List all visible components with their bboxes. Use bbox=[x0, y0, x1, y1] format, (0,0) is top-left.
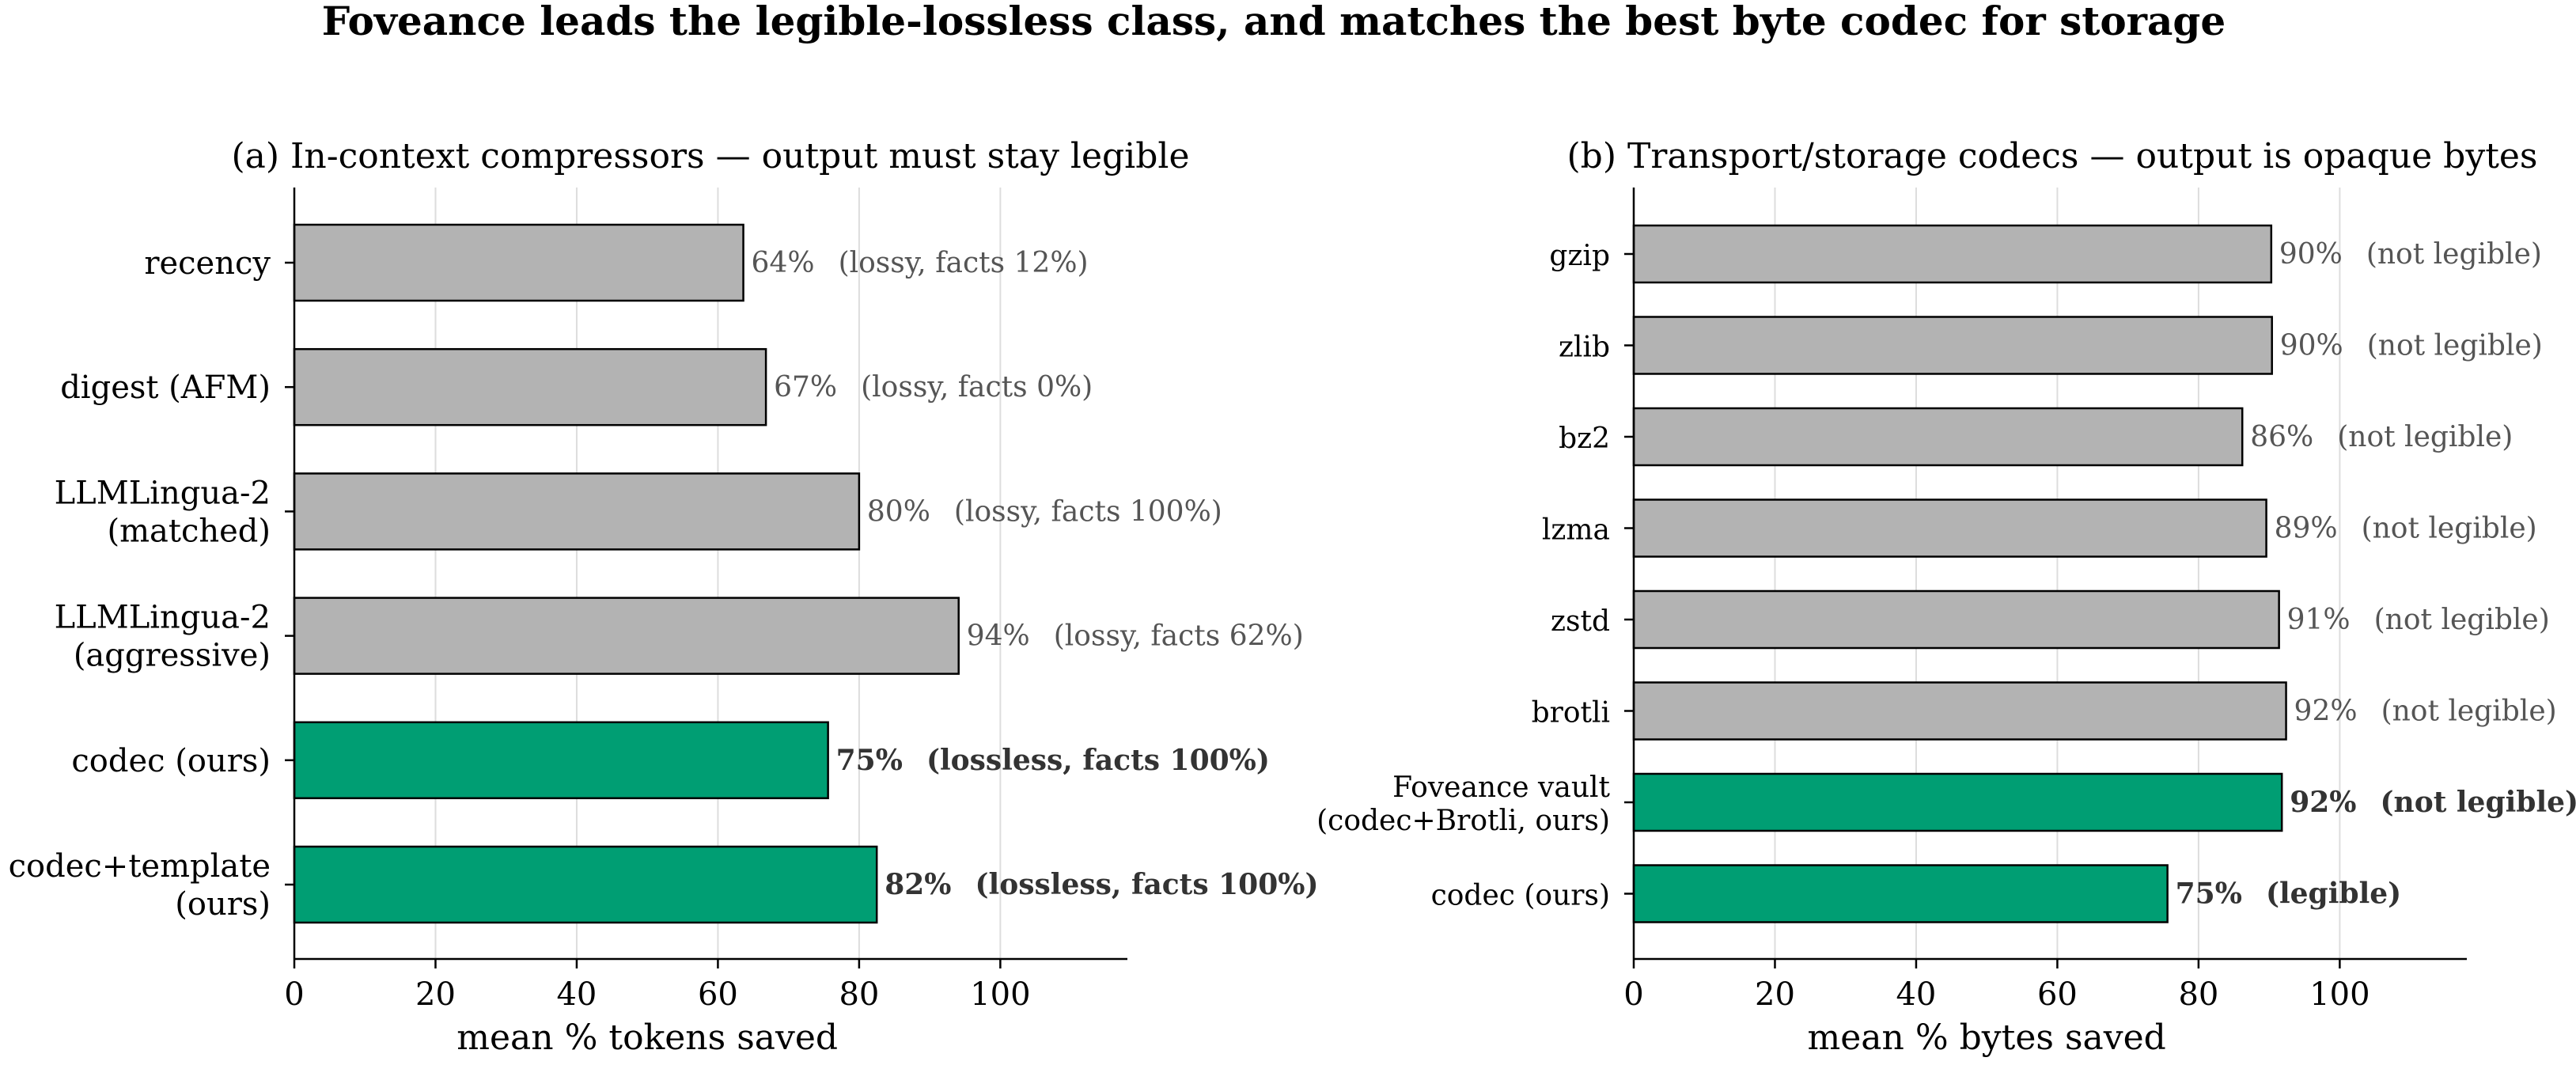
data-label-value: 92% bbox=[2290, 786, 2356, 819]
data-label-value: 67% bbox=[774, 371, 837, 404]
data-label-note: (lossy, facts 12%) bbox=[839, 247, 1089, 279]
data-label-note: (lossy, facts 100%) bbox=[954, 495, 1222, 528]
category-label: brotli bbox=[1532, 697, 1610, 730]
bar bbox=[293, 472, 861, 551]
data-label-value: 75% bbox=[2176, 877, 2242, 911]
x-tick-label: 60 bbox=[698, 976, 738, 1013]
category-label: recency bbox=[144, 245, 271, 282]
x-tick-label: 0 bbox=[284, 976, 304, 1013]
data-label-note: (not legible) bbox=[2367, 330, 2543, 362]
data-label-value: 89% bbox=[2275, 513, 2338, 545]
data-label: 82% (lossless, facts 100%) bbox=[885, 868, 1318, 901]
data-label-value: 82% bbox=[885, 868, 951, 901]
data-label-note: (not legible) bbox=[2337, 421, 2513, 453]
data-label-note: (not legible) bbox=[2366, 238, 2542, 271]
data-label-value: 90% bbox=[2280, 330, 2343, 362]
x-tick-label: 0 bbox=[1623, 976, 1643, 1013]
data-label-note: (not legible) bbox=[2381, 695, 2557, 728]
category-label: LLMLingua-2 bbox=[55, 600, 271, 636]
data-label-value: 64% bbox=[752, 247, 815, 279]
data-label: 80% (lossy, facts 100%) bbox=[867, 495, 1222, 528]
x-tick-label: 80 bbox=[2178, 976, 2218, 1013]
category-label: codec (ours) bbox=[71, 743, 271, 779]
bar bbox=[293, 845, 878, 924]
data-label: 91% (not legible) bbox=[2287, 604, 2550, 636]
bar bbox=[1632, 681, 2287, 741]
category-label: bz2 bbox=[1559, 423, 1610, 455]
x-tick-label: 80 bbox=[839, 976, 879, 1013]
data-label: 90% (not legible) bbox=[2280, 330, 2543, 362]
x-axis-label: mean % bytes saved bbox=[1808, 1018, 2166, 1058]
bar bbox=[293, 597, 960, 675]
bar bbox=[1632, 224, 2273, 284]
bar bbox=[293, 347, 767, 426]
figure-title: Foveance leads the legible-lossless clas… bbox=[322, 0, 2226, 44]
data-label: 89% (not legible) bbox=[2275, 513, 2537, 545]
bar bbox=[1632, 772, 2283, 832]
data-label: 90% (not legible) bbox=[2279, 238, 2542, 271]
data-label-note: (legible) bbox=[2266, 877, 2401, 911]
panel-title: (b) Transport/storage codecs — output is… bbox=[1566, 136, 2537, 176]
data-label-value: 92% bbox=[2294, 695, 2358, 728]
data-label-note: (lossless, facts 100%) bbox=[975, 868, 1319, 901]
bar bbox=[1632, 498, 2267, 558]
data-label-note: (not legible) bbox=[2381, 786, 2576, 819]
data-label: 75% (lossless, facts 100%) bbox=[836, 744, 1270, 777]
data-label: 67% (lossy, facts 0%) bbox=[774, 371, 1093, 404]
data-label-value: 75% bbox=[836, 744, 903, 777]
data-label-note: (lossy, facts 0%) bbox=[861, 371, 1093, 404]
category-label: (aggressive) bbox=[74, 638, 271, 674]
x-axis-label: mean % tokens saved bbox=[456, 1018, 838, 1058]
x-tick-label: 60 bbox=[2037, 976, 2078, 1013]
data-label-note: (not legible) bbox=[2362, 513, 2537, 545]
x-tick-label: 40 bbox=[1896, 976, 1936, 1013]
data-label: 75% (legible) bbox=[2176, 877, 2402, 911]
data-label: 94% (lossy, facts 62%) bbox=[967, 620, 1304, 653]
data-label: 92% (not legible) bbox=[2290, 786, 2576, 819]
bar bbox=[1632, 316, 2273, 375]
category-label: lzma bbox=[1542, 514, 1610, 547]
panel-title: (a) In-context compressors — output must… bbox=[231, 136, 1189, 176]
data-label: 64% (lossy, facts 12%) bbox=[752, 247, 1089, 279]
data-label-value: 91% bbox=[2287, 604, 2351, 636]
data-label: 92% (not legible) bbox=[2294, 695, 2557, 728]
data-label-note: (not legible) bbox=[2374, 604, 2550, 636]
data-label-note: (lossy, facts 62%) bbox=[1054, 620, 1304, 653]
x-tick-label: 20 bbox=[1755, 976, 1795, 1013]
x-tick-label: 100 bbox=[970, 976, 1030, 1013]
x-tick-label: 20 bbox=[415, 976, 456, 1013]
x-tick-label: 40 bbox=[556, 976, 597, 1013]
data-label-value: 80% bbox=[867, 495, 930, 528]
data-label-note: (lossless, facts 100%) bbox=[926, 744, 1270, 777]
data-label-value: 86% bbox=[2250, 421, 2313, 453]
data-label-value: 90% bbox=[2279, 238, 2343, 271]
bar bbox=[1632, 407, 2244, 467]
category-label: (matched) bbox=[107, 513, 271, 549]
bar bbox=[293, 223, 744, 302]
data-label: 86% (not legible) bbox=[2250, 421, 2513, 453]
category-label: Foveance vault bbox=[1392, 771, 1610, 804]
bar bbox=[1632, 589, 2280, 650]
bar bbox=[293, 721, 829, 800]
panel-a-chart: 64% (lossy, facts 12%) recency 67% (lossy, f… bbox=[9, 136, 1319, 1058]
category-label: codec+template bbox=[9, 848, 271, 885]
category-label: codec (ours) bbox=[1431, 880, 1610, 912]
x-tick-label: 100 bbox=[2309, 976, 2370, 1013]
data-label-value: 94% bbox=[967, 620, 1030, 653]
bar bbox=[1632, 864, 2169, 923]
category-label: gzip bbox=[1549, 240, 1610, 272]
category-label: zstd bbox=[1551, 605, 1610, 638]
category-label: zlib bbox=[1559, 332, 1610, 364]
panel-b-chart: 90% (not legible) gzip 90% (not legible) zlib… bbox=[1316, 136, 2576, 1058]
category-label: digest (AFM) bbox=[60, 370, 271, 406]
category-label: LLMLingua-2 bbox=[55, 475, 271, 511]
category-label: (ours) bbox=[175, 886, 271, 923]
category-label: (codec+Brotli, ours) bbox=[1316, 805, 1610, 837]
